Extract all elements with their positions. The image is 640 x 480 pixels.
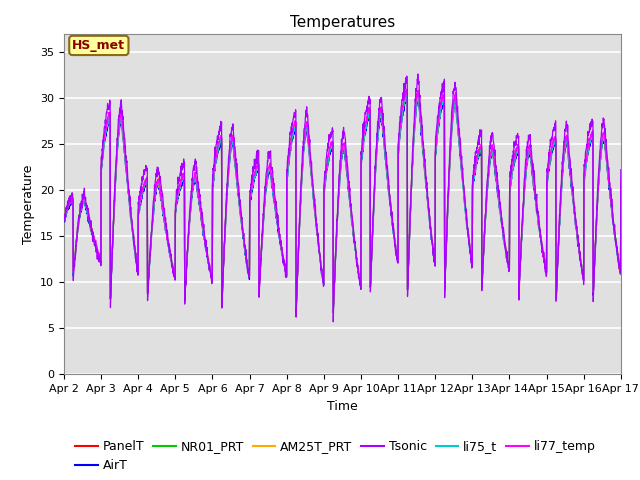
- NR01_PRT: [216, 141, 223, 146]
- li77_temp: [292, 307, 300, 313]
- PanelT: [403, 88, 411, 94]
- NR01_PRT: [584, 151, 591, 156]
- AirT: [617, 183, 625, 189]
- AM25T_PRT: [359, 144, 367, 150]
- Tsonic: [617, 167, 625, 172]
- NR01_PRT: [568, 185, 576, 191]
- AirT: [568, 189, 576, 194]
- AirT: [403, 96, 411, 101]
- Line: AirT: AirT: [64, 98, 621, 313]
- AirT: [584, 153, 591, 159]
- li75_t: [568, 186, 576, 192]
- PanelT: [617, 178, 625, 184]
- li75_t: [216, 142, 223, 148]
- Line: AM25T_PRT: AM25T_PRT: [64, 93, 621, 311]
- li77_temp: [584, 148, 591, 154]
- PanelT: [330, 310, 337, 315]
- li75_t: [505, 261, 513, 266]
- AM25T_PRT: [60, 215, 68, 221]
- AM25T_PRT: [617, 180, 625, 185]
- li75_t: [617, 179, 625, 185]
- PanelT: [568, 187, 576, 193]
- NR01_PRT: [505, 260, 513, 266]
- li75_t: [414, 91, 422, 96]
- Tsonic: [216, 127, 223, 133]
- NR01_PRT: [371, 180, 379, 186]
- AM25T_PRT: [584, 149, 591, 155]
- li77_temp: [617, 177, 625, 183]
- AirT: [216, 145, 223, 151]
- li75_t: [60, 216, 68, 222]
- AirT: [359, 148, 367, 154]
- PanelT: [584, 148, 591, 154]
- AM25T_PRT: [403, 90, 411, 96]
- li77_temp: [371, 179, 379, 185]
- Line: li75_t: li75_t: [64, 94, 621, 311]
- Title: Temperatures: Temperatures: [290, 15, 395, 30]
- li77_temp: [359, 142, 367, 148]
- li77_temp: [403, 86, 411, 92]
- AirT: [505, 263, 513, 269]
- AM25T_PRT: [216, 141, 223, 147]
- li75_t: [330, 308, 337, 313]
- AM25T_PRT: [505, 261, 513, 266]
- NR01_PRT: [330, 309, 337, 314]
- AirT: [292, 311, 300, 316]
- Line: PanelT: PanelT: [64, 91, 621, 312]
- Line: Tsonic: Tsonic: [64, 74, 621, 322]
- Legend: PanelT, AirT, NR01_PRT, AM25T_PRT, Tsonic, li75_t, li77_temp: PanelT, AirT, NR01_PRT, AM25T_PRT, Tsoni…: [70, 435, 600, 478]
- AirT: [60, 218, 68, 224]
- Tsonic: [371, 177, 379, 183]
- PanelT: [216, 141, 223, 147]
- NR01_PRT: [60, 215, 68, 221]
- PanelT: [505, 261, 513, 266]
- li77_temp: [60, 215, 68, 221]
- Line: li77_temp: li77_temp: [64, 89, 621, 310]
- li77_temp: [568, 182, 576, 188]
- Tsonic: [584, 138, 591, 144]
- Text: HS_met: HS_met: [72, 39, 125, 52]
- li75_t: [359, 146, 367, 152]
- Tsonic: [414, 71, 422, 77]
- AirT: [371, 185, 379, 191]
- li75_t: [371, 180, 379, 186]
- Y-axis label: Temperature: Temperature: [22, 164, 35, 244]
- Tsonic: [359, 135, 367, 141]
- X-axis label: Time: Time: [327, 400, 358, 413]
- Tsonic: [60, 218, 68, 224]
- Tsonic: [505, 259, 513, 264]
- PanelT: [359, 144, 367, 149]
- Tsonic: [330, 319, 337, 324]
- li75_t: [584, 147, 591, 153]
- PanelT: [60, 214, 68, 220]
- AM25T_PRT: [568, 185, 576, 191]
- Line: NR01_PRT: NR01_PRT: [64, 94, 621, 312]
- AM25T_PRT: [330, 308, 337, 314]
- PanelT: [371, 180, 379, 186]
- NR01_PRT: [403, 91, 411, 97]
- NR01_PRT: [359, 145, 367, 151]
- li77_temp: [505, 261, 513, 267]
- Tsonic: [568, 180, 576, 185]
- li77_temp: [216, 140, 223, 145]
- NR01_PRT: [617, 181, 625, 187]
- AM25T_PRT: [371, 181, 379, 187]
